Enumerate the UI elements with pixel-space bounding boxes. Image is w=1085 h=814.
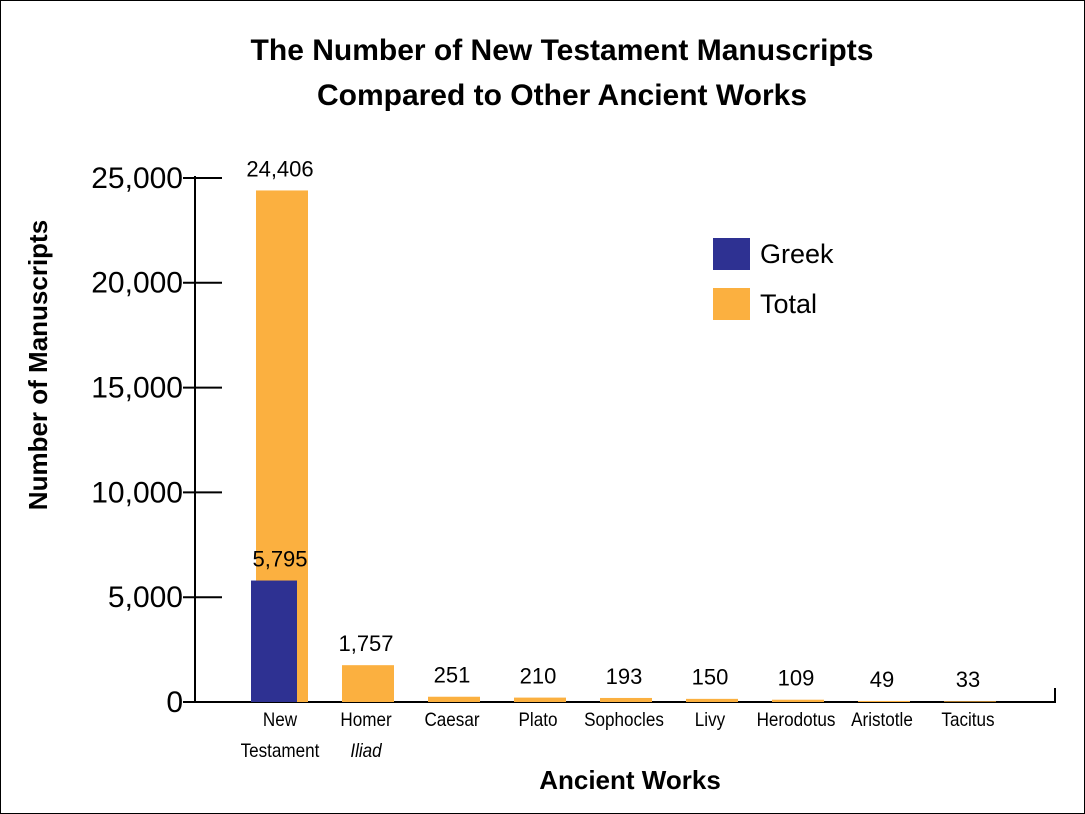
chart-title: The Number of New Testament Manuscripts — [251, 34, 874, 67]
y-tick-label: 25,000 — [91, 162, 183, 195]
value-label: 24,406 — [246, 156, 313, 181]
value-label: 1,757 — [338, 631, 393, 656]
chart-title: Compared to Other Ancient Works — [317, 79, 807, 112]
x-tick-label: Testament — [241, 740, 320, 761]
legend-swatch — [713, 288, 750, 320]
x-tick-label: New — [263, 709, 298, 730]
x-tick-label: Plato — [519, 709, 558, 730]
bar — [772, 699, 824, 702]
x-tick-label: Sophocles — [584, 709, 664, 730]
y-tick-label: 15,000 — [91, 372, 183, 405]
bar — [514, 697, 566, 702]
y-tick-label: 0 — [166, 686, 183, 719]
y-tick-label: 20,000 — [91, 267, 183, 300]
y-axis-title: Number of Manuscripts — [23, 220, 53, 510]
value-label: 5,795 — [252, 546, 307, 571]
bar — [342, 665, 394, 702]
legend-swatch — [713, 238, 750, 270]
bar — [600, 697, 652, 702]
bar — [686, 698, 738, 702]
x-tick-label: Livy — [695, 709, 725, 730]
x-tick-label: Aristotle — [851, 709, 913, 730]
bar — [944, 701, 996, 702]
value-label: 49 — [870, 667, 894, 692]
bar — [428, 696, 480, 702]
x-tick-label: Homer — [340, 709, 391, 730]
value-label: 193 — [606, 664, 643, 689]
x-tick-label: Herodotus — [757, 709, 836, 730]
x-axis-title: Ancient Works — [539, 765, 721, 795]
value-label: 251 — [434, 663, 471, 688]
x-tick-label: Iliad — [350, 740, 382, 761]
bar — [251, 580, 297, 702]
legend-label: Total — [760, 289, 817, 319]
bar — [858, 700, 910, 702]
y-tick-label: 5,000 — [108, 581, 183, 614]
value-label: 150 — [692, 665, 729, 690]
legend-label: Greek — [760, 239, 834, 269]
value-label: 109 — [778, 666, 815, 691]
y-tick-label: 10,000 — [91, 476, 183, 509]
x-tick-label: Tacitus — [941, 709, 994, 730]
x-tick-label: Caesar — [424, 709, 479, 730]
value-label: 33 — [956, 667, 980, 692]
value-label: 210 — [520, 663, 557, 688]
